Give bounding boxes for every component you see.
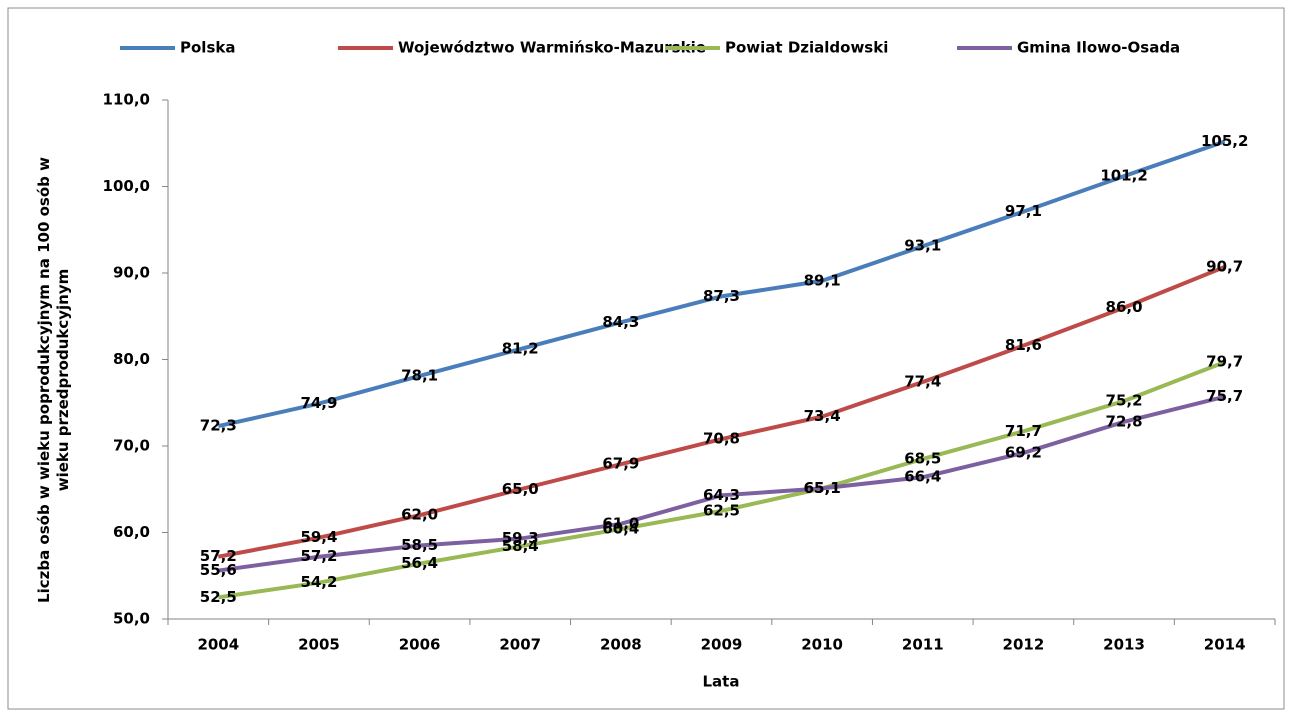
y-tick-label: 100,0 (103, 177, 150, 195)
x-tick-label: 2010 (801, 636, 843, 654)
y-tick-label: 90,0 (113, 264, 150, 282)
data-label: 81,6 (1005, 336, 1042, 354)
x-tick-label: 2006 (399, 636, 441, 654)
y-axis-label-box: Liczba osób w wieku poprodukcyjnym na 10… (35, 157, 72, 603)
data-label: 67,9 (602, 455, 639, 473)
data-label: 64,3 (703, 486, 740, 504)
y-tick-label: 50,0 (113, 610, 150, 628)
data-label: 68,5 (904, 449, 941, 467)
data-label: 54,2 (300, 573, 337, 591)
data-label: 74,9 (300, 394, 337, 412)
data-label: 65,1 (804, 479, 841, 497)
series-line (218, 394, 1226, 573)
data-label: 87,3 (703, 287, 740, 305)
data-label: 77,4 (904, 372, 941, 390)
y-tick-label: 60,0 (113, 523, 150, 541)
data-label: 105,2 (1201, 132, 1248, 150)
data-label: 55,6 (200, 561, 237, 579)
data-label: 72,8 (1106, 412, 1143, 430)
legend-label: Gmina Ilowo-Osada (1017, 39, 1180, 57)
data-label: 57,2 (200, 547, 237, 565)
data-label: 58,4 (502, 537, 539, 555)
data-label: 66,4 (904, 468, 941, 486)
x-tick-label: 2013 (1103, 636, 1145, 654)
data-label: 59,4 (300, 528, 337, 546)
data-label: 93,1 (904, 237, 941, 255)
data-label: 89,1 (804, 271, 841, 289)
data-label: 69,2 (1005, 443, 1042, 461)
data-label: 75,7 (1206, 387, 1243, 405)
legend-label: Powiat Dzialdowski (725, 39, 888, 57)
data-label: 59,3 (502, 529, 539, 547)
y-tick-label: 70,0 (113, 437, 150, 455)
frame (7, 7, 1285, 710)
data-label: 84,3 (602, 313, 639, 331)
legend-label: Polska (180, 39, 235, 57)
x-tick-label: 2007 (499, 636, 541, 654)
legend-label: Województwo Warmińsko-Mazurskie (398, 39, 706, 57)
series-line (217, 265, 1226, 559)
x-tick-label: 2008 (600, 636, 642, 654)
x-tick-label: 2011 (902, 636, 944, 654)
data-label: 73,4 (804, 407, 841, 425)
data-label: 65,0 (502, 480, 539, 498)
data-label: 60,4 (602, 520, 639, 538)
data-label: 71,7 (1005, 422, 1042, 440)
data-label: 72,3 (200, 417, 237, 435)
data-label: 79,7 (1206, 353, 1243, 371)
data-label: 65,1 (804, 479, 841, 497)
x-axis-label: Lata (703, 673, 740, 691)
data-label: 61,0 (602, 514, 639, 532)
data-label: 86,0 (1106, 298, 1143, 316)
data-label: 52,5 (200, 588, 237, 606)
series-line (218, 360, 1226, 600)
series-line (217, 139, 1226, 429)
x-tick-label: 2004 (197, 636, 239, 654)
data-label: 58,5 (401, 536, 438, 554)
data-label: 70,8 (703, 430, 740, 448)
data-label: 57,2 (300, 547, 337, 565)
x-tick-label: 2012 (1003, 636, 1045, 654)
y-tick-label: 110,0 (103, 91, 150, 109)
x-tick-label: 2005 (298, 636, 340, 654)
data-label: 56,4 (401, 554, 438, 572)
data-label: 78,1 (401, 366, 438, 384)
data-label: 101,2 (1100, 167, 1147, 185)
y-axis-label: Liczba osób w wieku poprodukcyjnym na 10… (35, 157, 72, 603)
data-label: 81,2 (502, 340, 539, 358)
x-tick-label: 2014 (1204, 636, 1246, 654)
data-label: 62,0 (401, 506, 438, 524)
data-label: 90,7 (1206, 257, 1243, 275)
data-label: 97,1 (1005, 202, 1042, 220)
y-tick-label: 80,0 (113, 350, 150, 368)
data-label: 75,2 (1106, 392, 1143, 410)
data-label: 62,5 (703, 501, 740, 519)
x-tick-label: 2009 (701, 636, 743, 654)
